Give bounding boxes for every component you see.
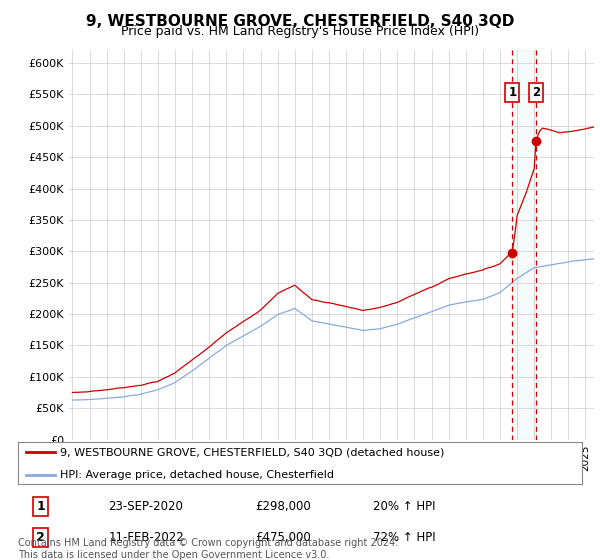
Text: 1: 1: [36, 500, 45, 514]
Text: 11-FEB-2022: 11-FEB-2022: [108, 531, 184, 544]
Bar: [512, 50, 536, 440]
Text: HPI: Average price, detached house, Chesterfield: HPI: Average price, detached house, Ches…: [60, 470, 334, 480]
Text: 1: 1: [508, 86, 517, 99]
Text: 72% ↑ HPI: 72% ↑ HPI: [373, 531, 436, 544]
Text: £475,000: £475,000: [255, 531, 311, 544]
Text: 23-SEP-2020: 23-SEP-2020: [108, 500, 183, 514]
Text: 2: 2: [36, 531, 45, 544]
Text: 9, WESTBOURNE GROVE, CHESTERFIELD, S40 3QD: 9, WESTBOURNE GROVE, CHESTERFIELD, S40 3…: [86, 14, 514, 29]
Text: Price paid vs. HM Land Registry's House Price Index (HPI): Price paid vs. HM Land Registry's House …: [121, 25, 479, 38]
Text: 2: 2: [532, 86, 540, 99]
Text: 20% ↑ HPI: 20% ↑ HPI: [373, 500, 436, 514]
Text: 9, WESTBOURNE GROVE, CHESTERFIELD, S40 3QD (detached house): 9, WESTBOURNE GROVE, CHESTERFIELD, S40 3…: [60, 447, 445, 457]
Text: Contains HM Land Registry data © Crown copyright and database right 2024.
This d: Contains HM Land Registry data © Crown c…: [18, 538, 398, 560]
Text: £298,000: £298,000: [255, 500, 311, 514]
